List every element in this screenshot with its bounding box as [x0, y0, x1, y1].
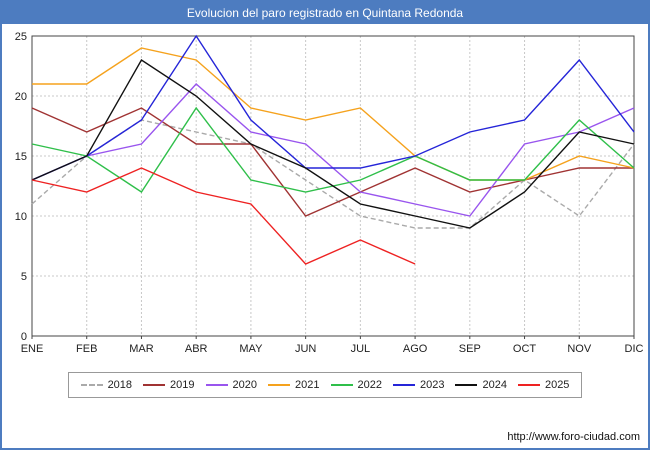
legend-swatch-2019: [143, 384, 166, 386]
chart-title: Evolucion del paro registrado en Quintan…: [2, 2, 648, 24]
series-line-2023: [31, 34, 635, 181]
legend-swatch-2022: [330, 384, 353, 386]
x-tick-label: JUL: [351, 343, 371, 355]
legend-entry-2021: 2021: [268, 379, 320, 391]
series-line-2024: [31, 59, 635, 229]
plot-border: [31, 35, 635, 337]
legend-swatch-2025: [517, 384, 540, 386]
footer: http://www.foro-ciudad.com: [507, 431, 640, 443]
legend-label-2024: 2024: [482, 379, 507, 391]
x-tick-label: SEP: [459, 343, 481, 355]
series-line-2025: [31, 167, 416, 265]
legend-label-2018: 2018: [107, 379, 133, 391]
chart-legend: 2018 2019 2020 2021 2022 2023 2024 2025: [67, 372, 583, 398]
y-tick-label: 20: [15, 91, 27, 103]
legend-label-2019: 2019: [170, 379, 195, 391]
x-tick-label: ENE: [21, 343, 44, 355]
line-chart: 0 5 10 15 20 25 ENE FEB MAR ABR MAY JUN JUL AGO SEP OCT…: [15, 31, 644, 355]
legend-entry-2019: 2019: [143, 379, 195, 391]
legend-label-2025: 2025: [544, 379, 570, 391]
legend-entry-2024: 2024: [455, 379, 507, 391]
legend-label-2023: 2023: [419, 379, 445, 391]
legend-swatch-2023: [392, 384, 415, 386]
x-tick-label: JUN: [295, 343, 316, 355]
legend-entry-2025: 2025: [517, 379, 570, 391]
footer-url[interactable]: http://www.foro-ciudad.com: [507, 431, 640, 443]
legend-label-2022: 2022: [357, 379, 382, 391]
x-tick-label: FEB: [76, 343, 97, 355]
legend-swatch-2021: [268, 384, 291, 386]
y-tick-label: 25: [15, 31, 27, 43]
x-tick-label: MAY: [239, 343, 263, 355]
legend-entry-2022: 2022: [330, 379, 382, 391]
legend-swatch-2024: [455, 384, 478, 386]
x-tick-label: MAR: [129, 343, 154, 355]
legend-entry-2023: 2023: [392, 379, 445, 391]
legend-swatch-2020: [205, 384, 228, 386]
x-tick-label: NOV: [567, 343, 592, 355]
legend-label-2021: 2021: [295, 379, 320, 391]
series-line-2018: [31, 119, 635, 229]
y-tick-label: 5: [21, 271, 27, 283]
legend-swatch-2018: [80, 384, 103, 386]
series-line-2021: [32, 47, 635, 181]
x-tick-label: AGO: [403, 343, 428, 355]
x-tick-label: OCT: [513, 343, 537, 355]
series-line-2019: [31, 107, 634, 217]
x-tick-label: DIC: [625, 343, 644, 355]
x-tick-label: ABR: [185, 343, 208, 355]
legend-entry-2018: 2018: [80, 379, 133, 391]
legend-entry-2020: 2020: [205, 379, 258, 391]
series-line-2022: [31, 106, 635, 193]
y-tick-label: 10: [15, 211, 27, 223]
legend-label-2020: 2020: [232, 379, 258, 391]
series-line-2020: [31, 83, 635, 217]
y-tick-label: 15: [15, 151, 27, 163]
y-tick-label: 0: [21, 331, 27, 343]
